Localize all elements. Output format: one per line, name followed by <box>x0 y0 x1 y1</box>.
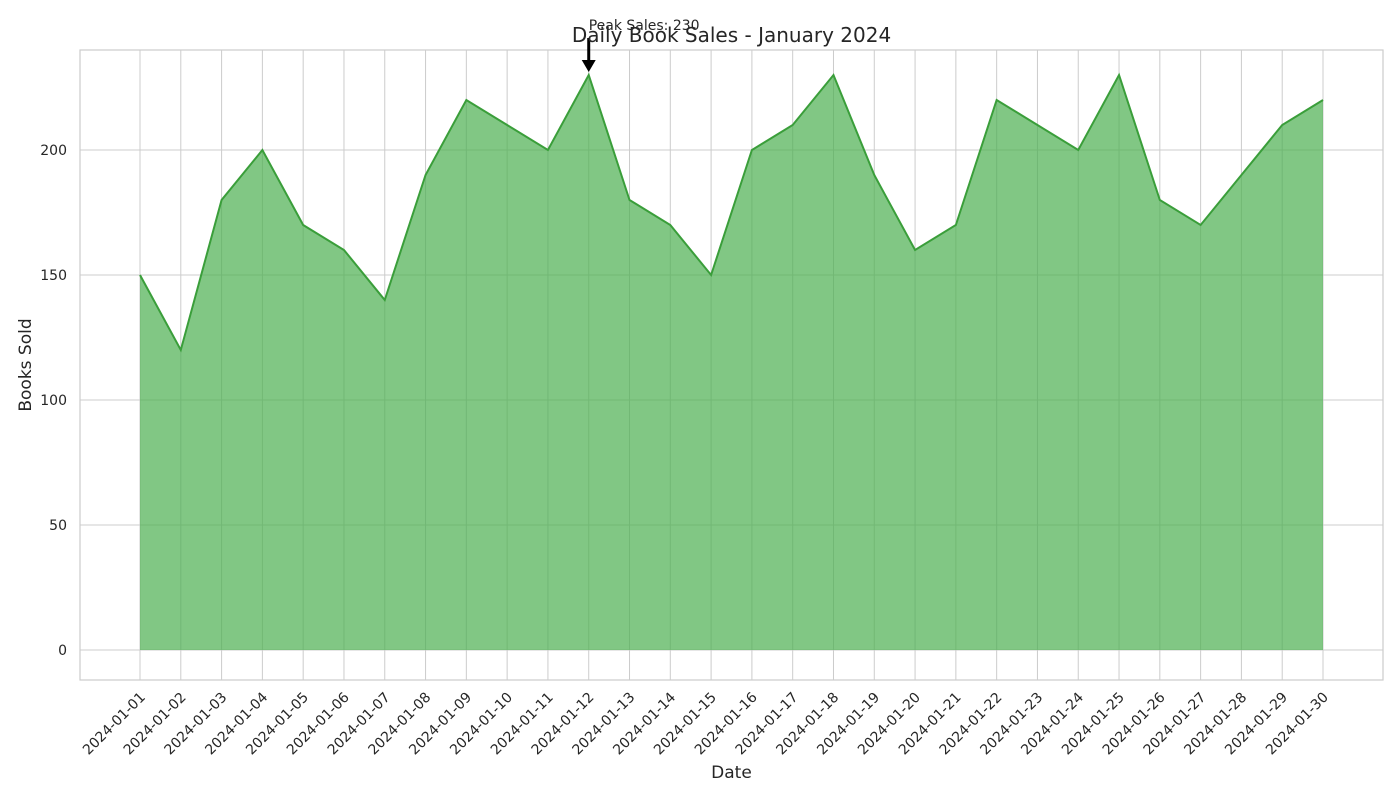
y-tick-label: 0 <box>58 643 67 659</box>
area-fill <box>140 75 1323 650</box>
x-axis-label: Date <box>711 763 752 783</box>
y-tick-label: 150 <box>40 268 67 284</box>
y-axis-label: Books Sold <box>16 318 36 411</box>
series-layer <box>139 72 1324 650</box>
annotation-text: Peak Sales: 230 <box>589 18 700 34</box>
series-line <box>139 72 1324 353</box>
y-tick-label: 50 <box>49 518 67 534</box>
y-tick-labels: 0 50 100 150 200 <box>40 143 67 659</box>
annotation: Peak Sales: 230 <box>581 18 700 72</box>
plot-frame <box>79 49 1384 681</box>
x-tick-labels: 2024-01-012024-01-022024-01-032024-01-04… <box>80 689 1332 758</box>
y-tick-label: 200 <box>40 143 67 159</box>
chart-title: Daily Book Sales - January 2024 <box>572 23 891 47</box>
y-tick-label: 100 <box>40 393 67 409</box>
annotation-arrow-head <box>581 60 596 72</box>
